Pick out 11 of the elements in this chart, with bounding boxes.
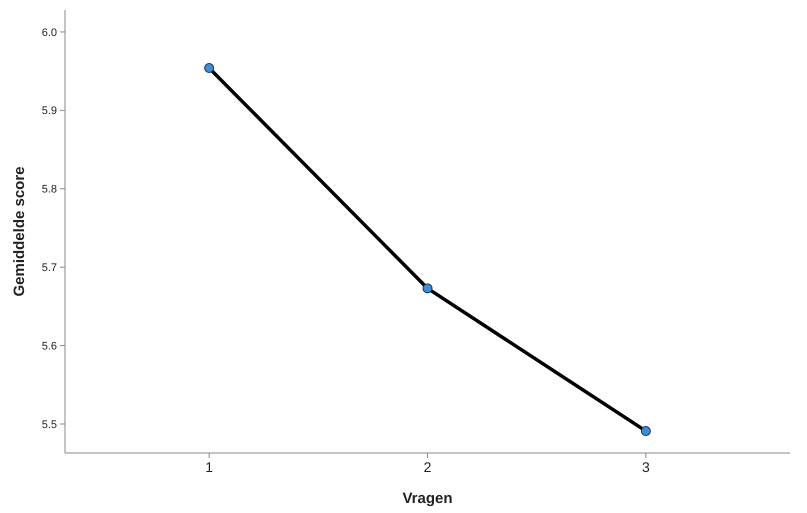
y-tick-label: 5.8 <box>42 184 57 196</box>
x-tick-label: 3 <box>642 459 650 475</box>
y-tick-label: 5.9 <box>42 105 57 118</box>
x-tick-label: 1 <box>205 459 214 475</box>
y-tick-label: 5.5 <box>42 418 57 431</box>
y-tick-label: 5.6 <box>42 340 57 352</box>
x-tick-label: 2 <box>424 459 432 475</box>
x-axis-title: Vragen <box>402 490 453 507</box>
y-tick-label: 5.7 <box>42 262 57 274</box>
y-axis-title: Gemiddelde score <box>11 166 28 297</box>
y-tick-label: 6.0 <box>42 26 57 39</box>
